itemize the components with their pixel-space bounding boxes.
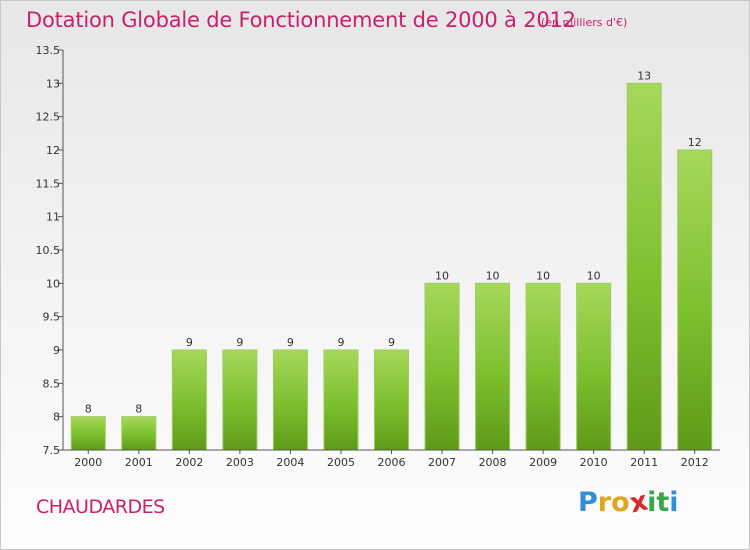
- value-label-2001: 8: [135, 403, 142, 416]
- y-tick-label: 13: [46, 77, 60, 90]
- logo-letter: t: [656, 487, 670, 518]
- logo-letter: P: [578, 487, 598, 518]
- value-label-2003: 9: [236, 336, 243, 349]
- value-label-2005: 9: [337, 336, 344, 349]
- y-tick-label: 8.5: [43, 377, 61, 390]
- bar-2004: [272, 349, 308, 451]
- bar-2010: [576, 282, 612, 451]
- place-name: CHAUDARDES: [36, 496, 165, 518]
- x-tick-label-2001: 2001: [125, 456, 153, 469]
- y-tick-label: 9: [53, 344, 60, 357]
- proxiti-logo: Proxiti: [578, 486, 679, 520]
- value-label-2006: 9: [388, 336, 395, 349]
- value-label-2004: 9: [287, 336, 294, 349]
- bar-2002: [171, 349, 207, 451]
- bar-2005: [323, 349, 359, 451]
- x-tick-label-2004: 2004: [276, 456, 304, 469]
- logo-letter: o: [611, 487, 630, 518]
- x-tick-label-2009: 2009: [529, 456, 557, 469]
- y-tick-label: 10.5: [36, 244, 61, 257]
- y-tick-label: 9.5: [43, 311, 61, 324]
- y-axis: 7.5 8 8.5 9 9.5 10 10.5 11 11.5 12 12.5 13 13.5: [36, 44, 64, 457]
- bar-2011: [626, 82, 662, 451]
- chart-title: Dotation Globale de Fonctionnement de 20…: [26, 8, 576, 32]
- y-tick-label: 11.5: [36, 177, 61, 190]
- y-tick-label: 10: [46, 277, 60, 290]
- x-tick-label-2011: 2011: [630, 456, 658, 469]
- x-tick-label-2005: 2005: [327, 456, 355, 469]
- x-tick-label-2003: 2003: [226, 456, 254, 469]
- y-tick-label: 13.5: [36, 44, 61, 57]
- x-tick-label-2000: 2000: [74, 456, 102, 469]
- bar-2007: [424, 282, 460, 451]
- value-label-2008: 10: [486, 269, 500, 282]
- bar-2006: [374, 349, 409, 451]
- bar-2000: [70, 416, 106, 451]
- value-label-2010: 10: [587, 269, 601, 282]
- bar-2008: [475, 282, 511, 451]
- bar-2001: [121, 416, 157, 451]
- x-tick-label-2010: 2010: [580, 456, 608, 469]
- x-tick-label-2012: 2012: [681, 456, 709, 469]
- x-tick-label-2006: 2006: [378, 456, 406, 469]
- y-tick-label: 11: [46, 211, 60, 224]
- x-axis: 2000 2001 2002 2003 2004 2005 2006 2007 2008 2009…: [63, 449, 720, 469]
- logo-letter: i: [669, 487, 679, 518]
- bars-group: 8 8 9 9 9 9 9 10 10 10 10 13 12: [70, 69, 713, 451]
- x-tick-label-2007: 2007: [428, 456, 456, 469]
- value-label-2000: 8: [85, 403, 92, 416]
- chart-subtitle: (en milliers d'€): [541, 16, 628, 29]
- x-tick-label-2002: 2002: [175, 456, 203, 469]
- value-label-2011: 13: [637, 69, 651, 82]
- value-label-2002: 9: [186, 336, 193, 349]
- bar-2009: [525, 282, 561, 451]
- y-tick-label: 12: [46, 144, 60, 157]
- x-tick-label-2008: 2008: [479, 456, 507, 469]
- value-label-2007: 10: [435, 269, 449, 282]
- y-tick-label: 8: [53, 411, 60, 424]
- value-label-2009: 10: [536, 269, 550, 282]
- value-label-2012: 12: [688, 136, 702, 149]
- logo-letter: i: [647, 487, 657, 518]
- bar-2012: [677, 149, 713, 451]
- y-tick-label: 7.5: [43, 444, 61, 457]
- logo-letter: r: [597, 487, 612, 518]
- bar-2003: [222, 349, 258, 451]
- y-tick-label: 12.5: [36, 111, 61, 124]
